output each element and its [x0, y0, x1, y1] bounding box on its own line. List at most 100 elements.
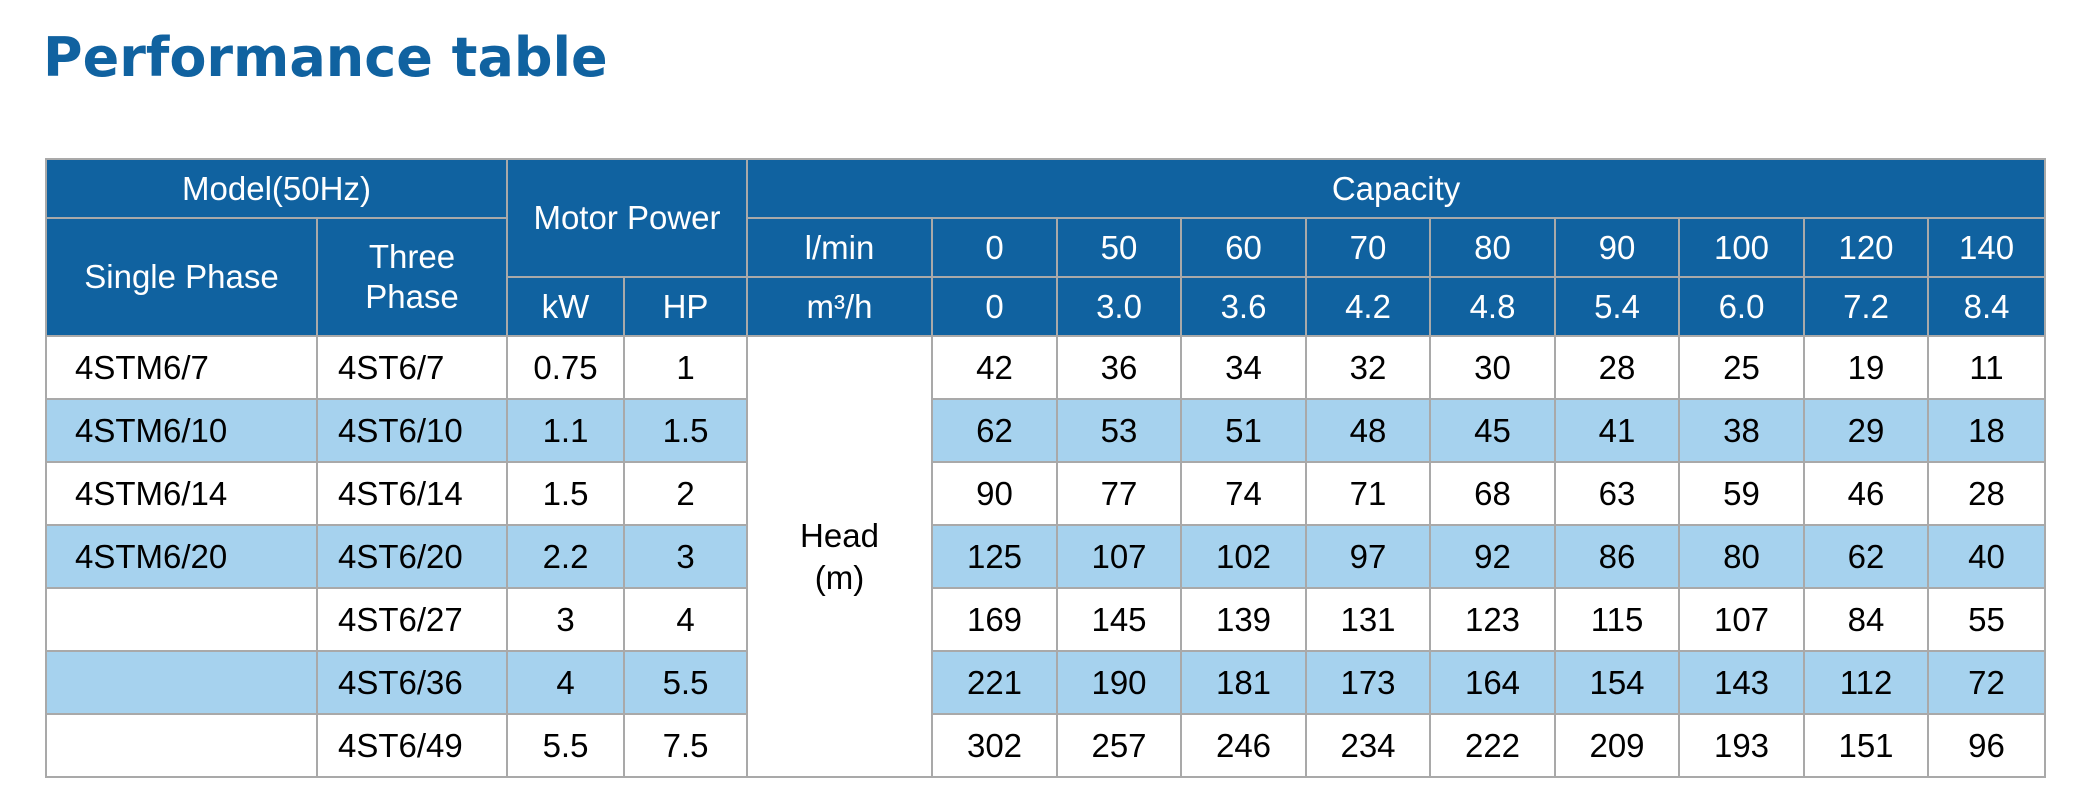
single-phase-model: 4STM6/7	[45, 335, 318, 400]
head-value: 30	[1429, 335, 1556, 400]
head-value: 125	[931, 524, 1058, 589]
head-value: 86	[1554, 524, 1680, 589]
head-value: 28	[1926, 461, 2047, 526]
head-value: 154	[1554, 650, 1680, 715]
head-value: 51	[1180, 398, 1307, 463]
m3h-cell: 7.2	[1803, 276, 1929, 337]
hp-value: 2	[623, 461, 748, 526]
head-value: 302	[931, 713, 1058, 778]
motor-power-header: Motor Power	[506, 158, 748, 278]
table-row: 4STM6/14 4ST6/14 1.5 2 90 77 74 71 68 63…	[45, 461, 2047, 526]
kw-value: 5.5	[506, 713, 625, 778]
lmin-cell: 60	[1180, 217, 1307, 278]
head-value: 19	[1803, 335, 1929, 400]
table-row: 4STM6/7 4ST6/7 0.75 1 Head (m) 42 36 34 …	[45, 335, 2047, 778]
head-value: 63	[1554, 461, 1680, 526]
hp-value: 1	[623, 335, 748, 400]
m3h-cell: 5.4	[1554, 276, 1680, 337]
kw-value: 1.1	[506, 398, 625, 463]
three-phase-model: 4ST6/20	[316, 524, 508, 589]
head-value: 164	[1429, 650, 1556, 715]
m3h-label: m³/h	[746, 276, 933, 337]
hp-value: 3	[623, 524, 748, 589]
head-value: 68	[1429, 461, 1556, 526]
kw-header: kW	[506, 276, 625, 337]
head-value: 28	[1554, 335, 1680, 400]
three-phase-model: 4ST6/49	[316, 713, 508, 778]
single-phase-model	[45, 587, 318, 652]
m3h-cell: 4.8	[1429, 276, 1556, 337]
table-row: 4STM6/10 4ST6/10 1.1 1.5 62 53 51 48 45 …	[45, 398, 2047, 463]
single-phase-model: 4STM6/10	[45, 398, 318, 463]
head-value: 190	[1056, 650, 1182, 715]
head-value: 193	[1678, 713, 1805, 778]
head-value: 97	[1305, 524, 1431, 589]
m3h-cell: 0	[931, 276, 1058, 337]
head-value: 90	[931, 461, 1058, 526]
hp-header: HP	[623, 276, 748, 337]
head-value: 221	[931, 650, 1058, 715]
head-value: 209	[1554, 713, 1680, 778]
head-value: 77	[1056, 461, 1182, 526]
head-value: 92	[1429, 524, 1556, 589]
three-phase-model: 4ST6/14	[316, 461, 508, 526]
m3h-cell: 8.4	[1926, 276, 2047, 337]
single-phase-model: 4STM6/14	[45, 461, 318, 526]
kw-value: 3	[506, 587, 625, 652]
hp-value: 5.5	[623, 650, 748, 715]
head-value: 102	[1180, 524, 1307, 589]
three-phase-model: 4ST6/7	[316, 335, 508, 400]
kw-value: 2.2	[506, 524, 625, 589]
head-value: 257	[1056, 713, 1182, 778]
head-value: 107	[1056, 524, 1182, 589]
head-value: 34	[1180, 335, 1307, 400]
head-value: 74	[1180, 461, 1307, 526]
head-value: 123	[1429, 587, 1556, 652]
head-value: 41	[1554, 398, 1680, 463]
head-value: 115	[1554, 587, 1680, 652]
head-value: 53	[1056, 398, 1182, 463]
lmin-cell: 140	[1926, 217, 2047, 278]
m3h-cell: 3.6	[1180, 276, 1307, 337]
single-phase-model	[45, 713, 318, 778]
head-value: 84	[1803, 587, 1929, 652]
three-phase-header: Three Phase	[316, 217, 508, 337]
head-value: 62	[931, 398, 1058, 463]
lmin-cell: 120	[1803, 217, 1929, 278]
m3h-cell: 6.0	[1678, 276, 1805, 337]
head-value: 18	[1926, 398, 2047, 463]
head-value: 169	[931, 587, 1058, 652]
head-value: 32	[1305, 335, 1431, 400]
lmin-cell: 70	[1305, 217, 1431, 278]
head-value: 80	[1678, 524, 1805, 589]
table-body: 4STM6/7 4ST6/7 0.75 1 Head (m) 42 36 34 …	[45, 335, 2047, 778]
model-header: Model(50Hz)	[45, 158, 508, 219]
head-value: 29	[1803, 398, 1929, 463]
table-row: 4ST6/36 4 5.5 221 190 181 173 164 154 14…	[45, 650, 2047, 715]
table-row: 4ST6/27 3 4 169 145 139 131 123 115 107 …	[45, 587, 2047, 652]
lmin-cell: 90	[1554, 217, 1680, 278]
performance-table: Model(50Hz) Motor Power Capacity Single …	[45, 158, 2047, 778]
lmin-label: l/min	[746, 217, 933, 278]
head-value: 145	[1056, 587, 1182, 652]
three-phase-model: 4ST6/36	[316, 650, 508, 715]
single-phase-model: 4STM6/20	[45, 524, 318, 589]
head-value: 55	[1926, 587, 2047, 652]
head-value: 42	[931, 335, 1058, 400]
head-value: 234	[1305, 713, 1431, 778]
single-phase-model	[45, 650, 318, 715]
kw-value: 1.5	[506, 461, 625, 526]
hp-value: 1.5	[623, 398, 748, 463]
head-label-text: Head (m)	[800, 517, 879, 596]
lmin-cell: 80	[1429, 217, 1556, 278]
head-value: 151	[1803, 713, 1929, 778]
head-value: 181	[1180, 650, 1307, 715]
three-phase-model: 4ST6/27	[316, 587, 508, 652]
head-value: 72	[1926, 650, 2047, 715]
head-value: 143	[1678, 650, 1805, 715]
head-value: 222	[1429, 713, 1556, 778]
head-value: 71	[1305, 461, 1431, 526]
lmin-cell: 100	[1678, 217, 1805, 278]
head-value: 48	[1305, 398, 1431, 463]
head-value: 139	[1180, 587, 1307, 652]
